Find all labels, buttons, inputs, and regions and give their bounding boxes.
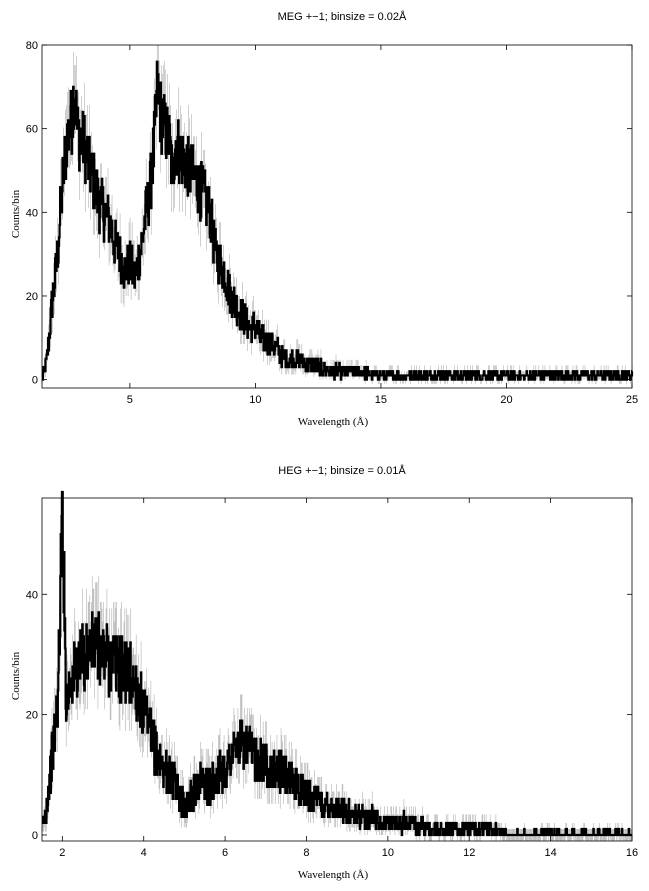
meg-x-tick-label: 20 <box>500 394 512 406</box>
meg-y-tick-label: 80 <box>26 40 38 52</box>
heg-spectrum-line <box>42 490 633 837</box>
heg-series <box>41 490 633 841</box>
meg-ticks: 5 10 15 20 25 0 20 40 60 80 <box>26 40 638 406</box>
heg-title: HEG +−1; binsize = 0.01Å <box>278 464 406 477</box>
heg-x-tick-label: 14 <box>544 847 556 859</box>
meg-error-bars <box>41 45 633 384</box>
meg-plot-frame <box>41 44 633 389</box>
meg-series <box>41 45 634 384</box>
meg-x-tick-label: 15 <box>375 394 387 406</box>
meg-x-tick-label: 25 <box>626 394 638 406</box>
heg-x-tick-label: 6 <box>222 847 228 859</box>
meg-x-axis-label: Wavelength (Å) <box>298 416 369 428</box>
heg-y-axis-label: Counts/bin <box>10 651 22 700</box>
heg-y-tick-label: 20 <box>26 710 38 722</box>
heg-panel: HEG +−1; binsize = 0.01Å 2 4 6 8 10 12 14 16 0 20… <box>10 464 638 881</box>
heg-plot-frame <box>41 497 633 842</box>
heg-x-tick-label: 2 <box>59 847 65 859</box>
meg-x-tick-label: 10 <box>249 394 261 406</box>
meg-panel: MEG +−1; binsize = 0.02Å 5 10 15 20 25 0 20 40 6… <box>10 10 638 428</box>
heg-x-tick-label: 4 <box>141 847 147 859</box>
meg-y-tick-label: 40 <box>26 207 38 219</box>
meg-y-axis-label: Counts/bin <box>10 189 22 238</box>
heg-ticks: 2 4 6 8 10 12 14 16 0 20 40 <box>26 498 638 859</box>
heg-x-tick-label: 16 <box>626 847 638 859</box>
heg-x-axis-label: Wavelength (Å) <box>298 869 369 881</box>
heg-x-tick-label: 8 <box>303 847 309 859</box>
heg-x-tick-label: 12 <box>463 847 475 859</box>
meg-y-tick-label: 60 <box>26 124 38 136</box>
meg-y-tick-label: 20 <box>26 291 38 303</box>
meg-y-tick-label: 0 <box>32 375 38 387</box>
meg-spectrum-line <box>41 60 634 381</box>
heg-y-tick-label: 40 <box>26 589 38 601</box>
meg-x-tick-label: 5 <box>127 394 133 406</box>
heg-x-tick-label: 10 <box>382 847 394 859</box>
heg-y-tick-label: 0 <box>32 830 38 842</box>
meg-title: MEG +−1; binsize = 0.02Å <box>278 10 407 23</box>
